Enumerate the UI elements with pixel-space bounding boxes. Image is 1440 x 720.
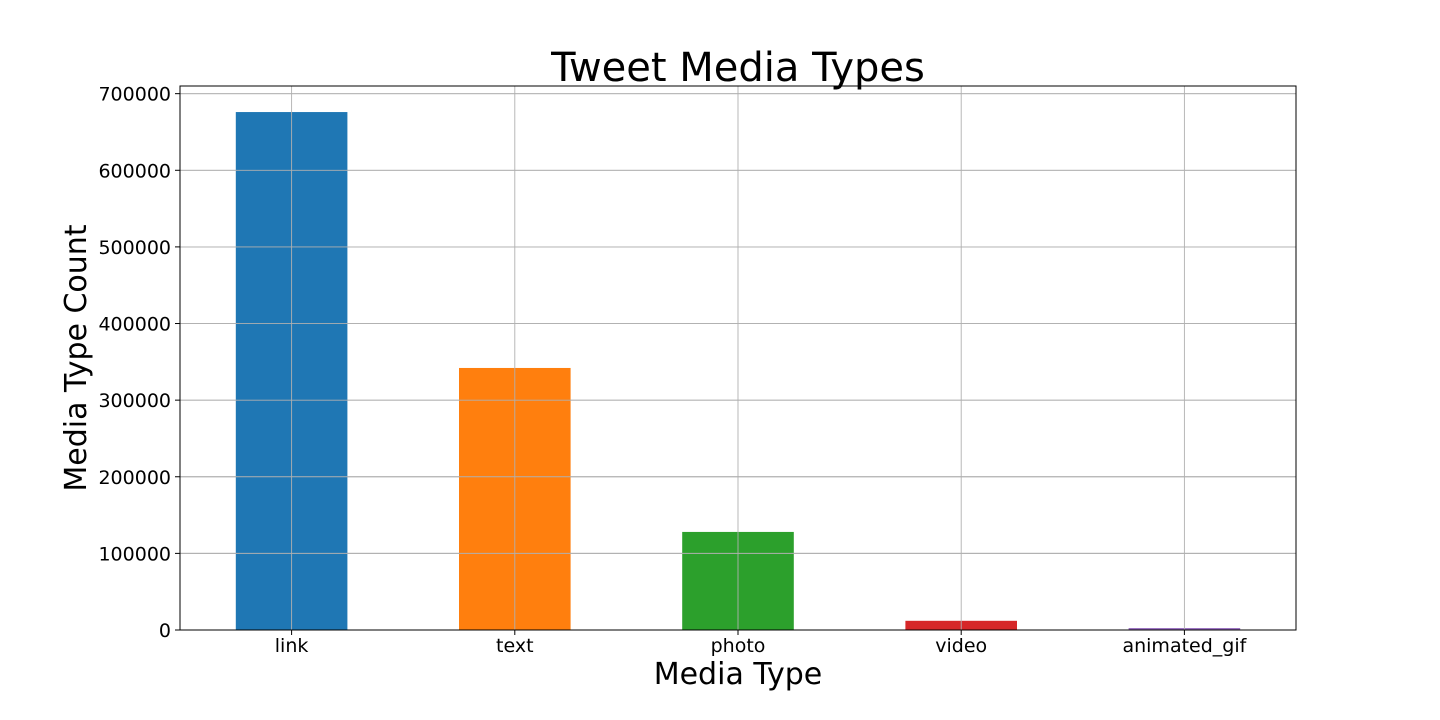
x-axis: link text photo video animated_gif <box>275 630 1248 657</box>
x-tick-label: photo <box>711 635 766 657</box>
chart-title: Tweet Media Types <box>550 45 925 91</box>
y-tick-label: 400000 <box>98 314 171 336</box>
x-axis-label: Media Type <box>654 657 823 692</box>
x-tick-label: link <box>275 635 309 657</box>
y-tick-label: 600000 <box>98 160 171 182</box>
y-tick-label: 100000 <box>98 543 171 565</box>
x-tick-label: animated_gif <box>1122 635 1247 657</box>
y-tick-label: 300000 <box>98 390 171 412</box>
y-tick-label: 0 <box>159 620 171 642</box>
x-tick-label: video <box>935 635 987 657</box>
y-axis: 0 100000 200000 300000 400000 500000 600000 700… <box>98 84 180 642</box>
x-tick-label: text <box>496 635 534 657</box>
y-tick-label: 700000 <box>98 84 171 106</box>
y-tick-label: 200000 <box>98 467 171 489</box>
y-axis-label: Media Type Count <box>59 224 94 491</box>
y-tick-label: 500000 <box>98 237 171 259</box>
